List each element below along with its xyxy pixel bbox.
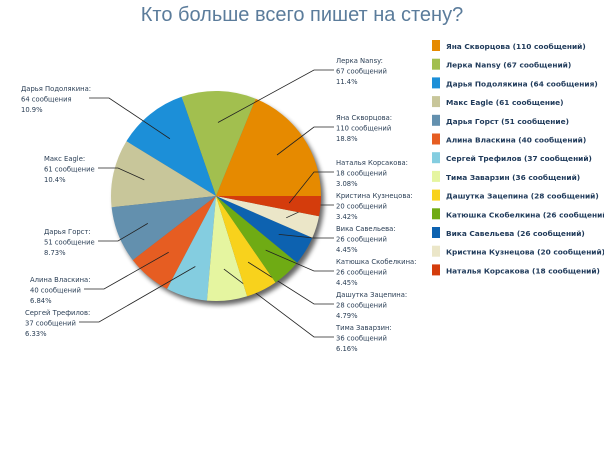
data-label-12: Наталья Корсакова: 18 сообщений 3.08%: [336, 159, 408, 188]
legend-swatch-7: [432, 170, 440, 182]
legend-entry-7: Тима Заварзин (36 сообщений): [446, 173, 580, 182]
legend-entry-8: Дашутка Зацепина (28 сообщений): [446, 192, 599, 201]
data-label-9: Катюшка Скобелкина: 26 сообщений 4.45%: [336, 258, 416, 287]
legend-swatch-3: [432, 96, 440, 108]
pie-slice-12: [216, 196, 321, 217]
legend-swatch-5: [432, 133, 440, 145]
legend-swatch-10: [432, 227, 440, 238]
legend-entry-5: Алина Власкина (40 сообщений): [446, 136, 586, 145]
pie-slice-6: [167, 196, 216, 301]
pie-slice-0: [216, 98, 321, 196]
pie-slice-9: [216, 196, 298, 283]
leader-line-4: [98, 223, 148, 242]
legend-swatch-0: [432, 40, 440, 51]
pie-slice-11: [216, 196, 320, 238]
legend-swatch-9: [432, 208, 440, 220]
legend-swatch-12: [432, 264, 440, 276]
data-label-11: Кристина Кузнецова: 20 сообщений 3.42%: [336, 192, 413, 221]
legend-entry-0: Яна Скворцова (110 сообщений): [446, 42, 586, 51]
leader-line-12: [288, 171, 334, 204]
legend-entry-10: Вика Савельева (26 сообщений): [446, 229, 585, 238]
data-label-3: Макс Eagle: 61 сообщение 10.4%: [44, 155, 95, 184]
legend-swatch-8: [432, 189, 440, 201]
legend-entry-11: Кристина Кузнецова (20 сообщений): [446, 248, 604, 257]
leader-line-9: [265, 249, 334, 272]
pie-slice-8: [216, 196, 276, 297]
data-label-10: Вика Савельева: 26 сообщений 4.45%: [336, 225, 396, 254]
leader-line-3: [98, 167, 145, 181]
legend-entry-2: Дарья Подолякина (64 сообщения): [446, 79, 598, 88]
pie-slice-10: [216, 196, 313, 263]
legend-swatch-1: [432, 58, 440, 70]
leader-line-2: [89, 97, 171, 140]
pie-slice-5: [132, 196, 216, 289]
leader-line-6: [79, 266, 196, 323]
data-label-7: Тима Заварзин: 36 сообщений 6.16%: [335, 324, 392, 353]
legend-swatch-6: [432, 152, 440, 164]
legend-swatch-4: [432, 114, 440, 126]
pie-slice-4: [111, 196, 216, 261]
legend-swatch-11: [432, 245, 440, 257]
legend-entry-4: Дарья Горст (51 сообщение): [446, 117, 569, 126]
leader-line-8: [247, 261, 334, 305]
legend-entry-12: Наталья Корсакова (18 сообщений): [446, 266, 600, 275]
legend-swatch-2: [432, 77, 440, 89]
chart-title: Кто больше всего пишет на стену?: [140, 4, 464, 26]
leader-line-10: [278, 233, 334, 239]
data-label-0: Яна Скворцова: 110 сообщений 18.8%: [336, 114, 392, 143]
legend-entry-3: Макс Eagle (61 сообщение): [446, 98, 564, 107]
leader-line-1: [217, 69, 334, 123]
data-label-8: Дашутка Зацепина: 28 сообщений 4.79%: [336, 291, 407, 320]
pie-slice-3: [111, 141, 216, 208]
legend-entry-6: Сергей Трефилов (37 сообщений): [446, 154, 592, 163]
pie-slice-7: [206, 196, 248, 301]
legend-entry-1: Лерка Nansy (67 сообщений): [446, 61, 571, 70]
data-label-6: Сергей Трефилов: 37 сообщений 6.33%: [25, 309, 90, 338]
data-label-4: Дарья Горст: 51 сообщение 8.73%: [44, 228, 95, 257]
data-label-1: Лерка Nansy: 67 сообщений 11.4%: [336, 57, 387, 86]
pie-slice-2: [126, 96, 216, 196]
data-label-5: Алина Власкина: 40 сообщений 6.84%: [30, 276, 91, 305]
leader-line-5: [84, 251, 169, 290]
legend-entry-9: Катюшка Скобелкина (26 сообщений): [446, 210, 604, 219]
leader-line-0: [276, 126, 334, 156]
data-label-2: Дарья Подолякина: 64 сообщения 10.9%: [21, 85, 91, 114]
pie-slice-1: [181, 91, 256, 196]
